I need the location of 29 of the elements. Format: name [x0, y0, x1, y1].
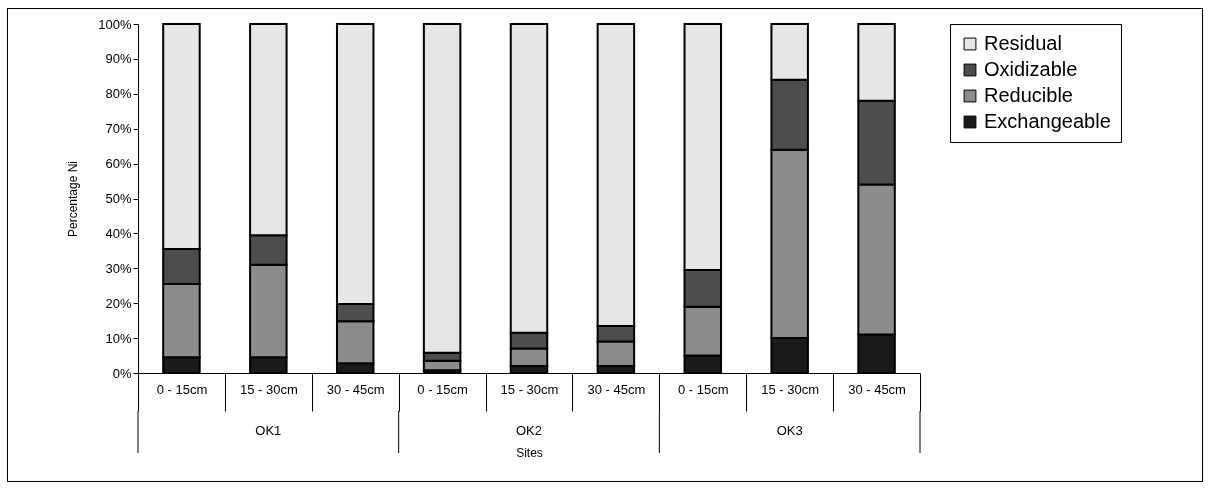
x-tick-label: 0 - 15cm [677, 381, 729, 397]
y-axis-title: Percentage Ni [66, 160, 81, 238]
y-tick-label: 40% [105, 225, 132, 241]
x-axis-title: Sites [516, 446, 543, 460]
y-tick-label: 30% [105, 260, 132, 276]
y-tick-label: 10% [105, 330, 132, 346]
legend-label: Residual [984, 32, 1062, 54]
y-tick-label: 60% [105, 156, 132, 172]
y-tick-label: 70% [105, 121, 132, 137]
x-tick-label: 15 - 30cm [761, 381, 820, 397]
y-tick-label: 90% [105, 51, 132, 67]
legend-label: Exchangeable [984, 110, 1111, 132]
x-tick-label: 30 - 45cm [326, 381, 385, 397]
text: OK3 [776, 423, 803, 438]
x-tick-label: 0 - 15cm [156, 381, 208, 397]
legend-label: Reducible [984, 84, 1073, 106]
legend-label: Oxidizable [984, 58, 1078, 80]
x-tick-label: 30 - 45cm [587, 381, 646, 397]
text: OK2 [515, 423, 543, 438]
y-tick-label: 20% [105, 295, 132, 311]
text: OK1 [255, 423, 282, 438]
y-tick-label: 100% [98, 16, 132, 32]
x-tick-label: 15 - 30cm [239, 381, 298, 397]
y-tick-label: 0% [112, 365, 132, 381]
y-tick-label: 50% [105, 191, 132, 206]
x-tick-label: 30 - 45cm [848, 381, 906, 397]
x-tick-label: 15 - 30cm [500, 381, 559, 397]
x-tick-label: 0 - 15cm [417, 381, 468, 397]
y-tick-label: 80% [105, 86, 132, 102]
